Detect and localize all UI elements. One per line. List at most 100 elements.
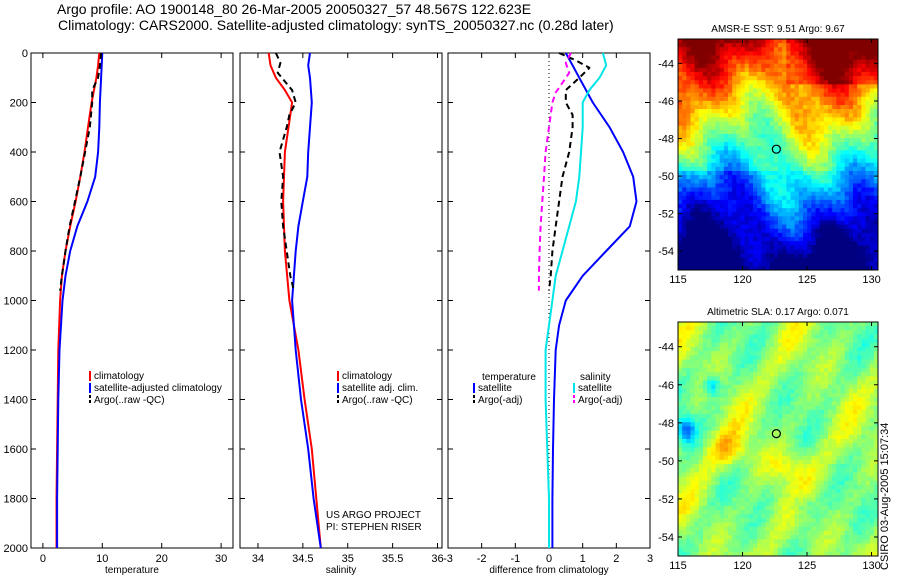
map-cell bbox=[736, 191, 742, 197]
map-cell bbox=[694, 476, 700, 482]
map-cell bbox=[869, 88, 875, 94]
map-cell bbox=[765, 347, 771, 352]
map-cell bbox=[711, 138, 717, 143]
map-cell bbox=[678, 351, 683, 357]
map-cell bbox=[715, 55, 721, 61]
map-cell bbox=[848, 241, 854, 246]
map-cell bbox=[811, 439, 817, 444]
map-cell bbox=[848, 105, 854, 110]
map-cell bbox=[744, 67, 750, 73]
map-cell bbox=[678, 179, 683, 184]
map-cell bbox=[778, 443, 783, 448]
map-cell bbox=[836, 388, 842, 394]
map-cell bbox=[715, 484, 721, 490]
map-cell bbox=[836, 351, 842, 357]
map-cell bbox=[678, 342, 683, 348]
map-cell bbox=[723, 150, 729, 156]
map-cell bbox=[769, 245, 775, 250]
map-cell bbox=[765, 418, 771, 423]
map-cell bbox=[711, 72, 717, 77]
map-cell bbox=[798, 476, 804, 482]
map-cell bbox=[715, 117, 721, 123]
map-cell bbox=[840, 204, 846, 209]
map-cell bbox=[728, 117, 733, 123]
map-cell bbox=[832, 92, 837, 98]
map-cell bbox=[857, 154, 862, 160]
map-cell bbox=[769, 72, 775, 77]
map-cell bbox=[744, 150, 750, 156]
map-cell bbox=[828, 117, 833, 123]
map-cell bbox=[832, 489, 837, 494]
map-cell bbox=[794, 430, 800, 436]
map-cell bbox=[857, 84, 862, 90]
map-cell bbox=[686, 237, 692, 242]
map-cell bbox=[865, 393, 871, 398]
map-cell bbox=[790, 133, 796, 139]
map-cell bbox=[823, 47, 829, 52]
map-cell bbox=[682, 426, 687, 432]
map-cell bbox=[711, 121, 717, 127]
map-cell bbox=[761, 476, 767, 482]
map-cell bbox=[686, 47, 692, 52]
map-cell bbox=[853, 59, 858, 65]
map-cell bbox=[786, 468, 792, 474]
map-cell bbox=[828, 113, 833, 118]
map-cell bbox=[778, 439, 783, 444]
map-cell bbox=[828, 443, 833, 448]
map-cell bbox=[786, 334, 792, 340]
map-cell bbox=[844, 187, 850, 193]
map-cell bbox=[815, 121, 821, 127]
map-cell bbox=[840, 397, 846, 402]
map-cell bbox=[740, 150, 746, 156]
map-cell bbox=[836, 355, 842, 361]
map-cell bbox=[769, 113, 775, 118]
map-cell bbox=[782, 96, 787, 102]
map-cell bbox=[848, 418, 854, 423]
map-cell bbox=[694, 220, 700, 226]
map-cell bbox=[798, 355, 804, 361]
map-cell bbox=[798, 489, 804, 494]
map-cell bbox=[786, 43, 792, 48]
map-cell bbox=[798, 216, 804, 222]
map-cell bbox=[815, 84, 821, 90]
map-cell bbox=[790, 125, 796, 131]
map-cell bbox=[857, 380, 862, 386]
map-cell bbox=[765, 47, 771, 52]
map-cell bbox=[840, 443, 846, 448]
map-cell bbox=[790, 355, 796, 361]
map-cell bbox=[711, 397, 717, 402]
map-cell bbox=[707, 405, 712, 411]
map-cell bbox=[794, 212, 800, 217]
map-cell bbox=[815, 191, 821, 197]
map-cell bbox=[823, 133, 829, 139]
map-cell bbox=[711, 220, 717, 226]
map-cell bbox=[753, 162, 758, 168]
map-cell bbox=[869, 455, 875, 461]
map-cell bbox=[678, 195, 683, 201]
map-cell bbox=[840, 63, 846, 69]
map-cell bbox=[861, 367, 867, 373]
map-cell bbox=[836, 154, 842, 160]
map-cell bbox=[798, 154, 804, 160]
map-cell bbox=[861, 80, 867, 85]
map-cell bbox=[744, 493, 750, 499]
map-cell bbox=[703, 401, 708, 407]
map-cell bbox=[732, 401, 737, 407]
map-cell bbox=[815, 100, 821, 106]
map-cell bbox=[803, 451, 808, 457]
map-cell bbox=[732, 347, 737, 352]
map-cell bbox=[732, 228, 737, 234]
map-cell bbox=[823, 359, 829, 365]
map-cell bbox=[865, 241, 871, 246]
map-cell bbox=[873, 166, 878, 172]
figure-title-line1: Argo profile: AO 1900148_80 26-Mar-2005 … bbox=[57, 1, 532, 17]
map-cell bbox=[840, 92, 846, 98]
map-cell bbox=[844, 409, 850, 415]
map-cell bbox=[719, 497, 725, 503]
map-cell bbox=[723, 121, 729, 127]
map-cell bbox=[711, 418, 717, 423]
map-cell bbox=[782, 171, 787, 176]
map-cell bbox=[819, 249, 825, 255]
map-cell bbox=[703, 253, 708, 259]
map-cell bbox=[694, 459, 700, 465]
